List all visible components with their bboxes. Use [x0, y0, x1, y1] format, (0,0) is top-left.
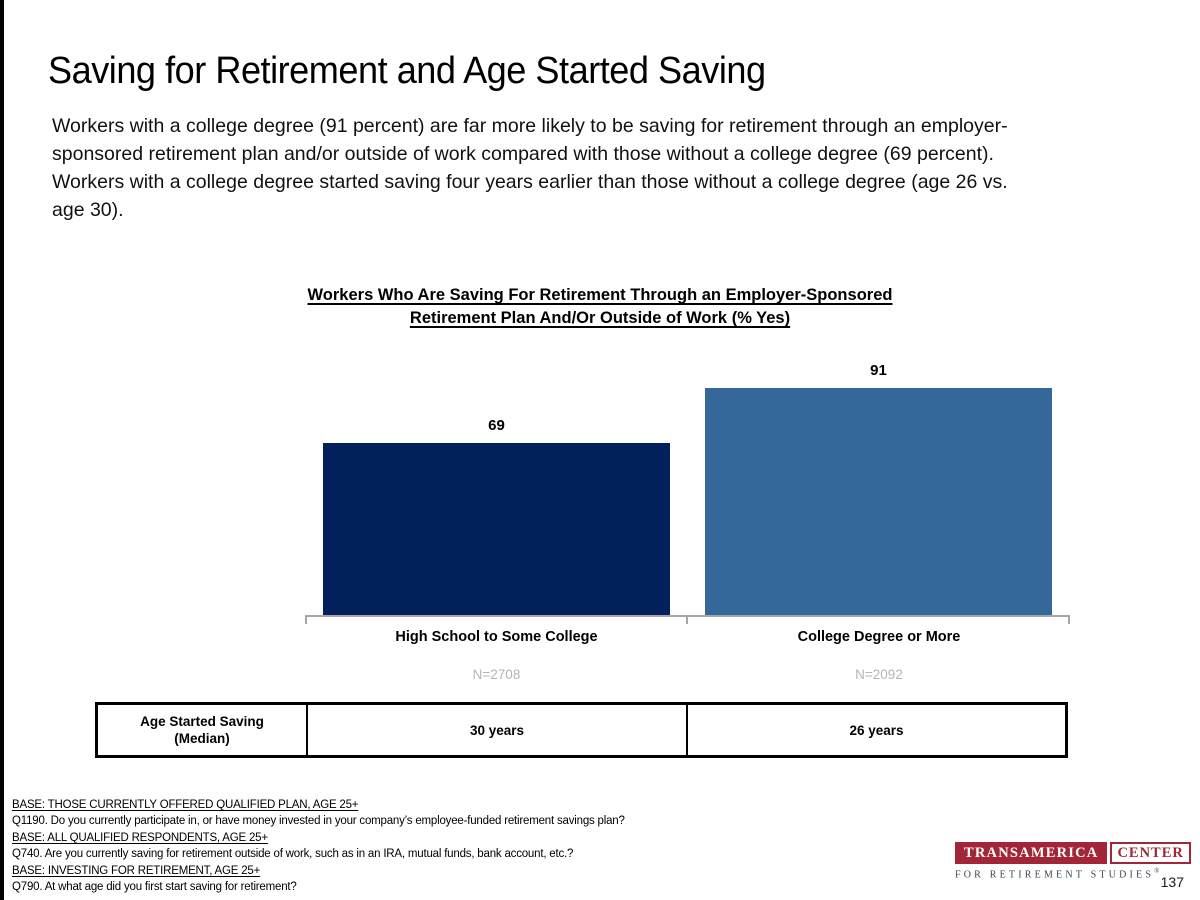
axis-tick	[1068, 617, 1070, 624]
footnote-base-line: BASE: INVESTING FOR RETIREMENT, AGE 25+	[12, 864, 261, 877]
logo-primary-text: TRANSAMERICA	[955, 842, 1108, 864]
table-cell-high-school: 30 years	[308, 705, 688, 755]
sample-size-label: N=2708	[472, 667, 521, 682]
footnote-question-line: Q1190. Do you currently participate in, …	[12, 815, 625, 828]
sample-size-label: N=2092	[855, 667, 903, 682]
footnote-base-line: BASE: ALL QUALIFIED RESPONDENTS, AGE 25+	[12, 831, 268, 844]
page-number: 137	[1160, 874, 1184, 890]
logo-tagline: FOR RETIREMENT STUDIES®	[955, 867, 1191, 880]
footnote-question-line: Q740. Are you currently saving for retir…	[12, 848, 574, 861]
page-title: Saving for Retirement and Age Started Sa…	[48, 50, 766, 92]
bar-value-label: 69	[488, 417, 505, 434]
bar-college-degree-or-more: 91	[705, 362, 1052, 617]
category-label-college-degree: College Degree or More	[797, 629, 961, 645]
bar-high-school-to-some-college: 69	[323, 417, 670, 617]
age-started-saving-table: Age Started Saving (Median) 30 years 26 …	[95, 702, 1068, 758]
footnote-base-line: BASE: THOSE CURRENTLY OFFERED QUALIFIED …	[12, 799, 359, 811]
registered-mark: ®	[1154, 867, 1160, 875]
bar-value-label: 91	[870, 362, 887, 379]
x-axis-line	[305, 615, 1070, 624]
footnote-question-line: Q790. At what age did you first start sa…	[12, 881, 297, 894]
footnotes: BASE: THOSE CURRENTLY OFFERED QUALIFIED …	[12, 797, 625, 895]
logo-band: TRANSAMERICA CENTER	[955, 842, 1191, 864]
logo-tagline-text: FOR RETIREMENT STUDIES	[955, 869, 1155, 881]
left-edge-strip	[0, 0, 4, 900]
axis-tick	[305, 617, 307, 624]
intro-text: Workers with a college degree (91 percen…	[52, 115, 1008, 221]
axis-tick	[686, 617, 688, 624]
chart-title: Workers Who Are Saving For Retirement Th…	[307, 286, 893, 327]
table-cell-college-degree: 26 years	[849, 722, 904, 738]
table-row-header: Age Started Saving (Median)	[98, 705, 308, 755]
transamerica-center-logo: TRANSAMERICA CENTER FOR RETIREMENT STUDI…	[955, 842, 1191, 880]
category-label-high-school: High School to Some College	[395, 629, 598, 645]
logo-gap	[1107, 842, 1111, 864]
logo-secondary-text: CENTER	[1110, 842, 1191, 864]
